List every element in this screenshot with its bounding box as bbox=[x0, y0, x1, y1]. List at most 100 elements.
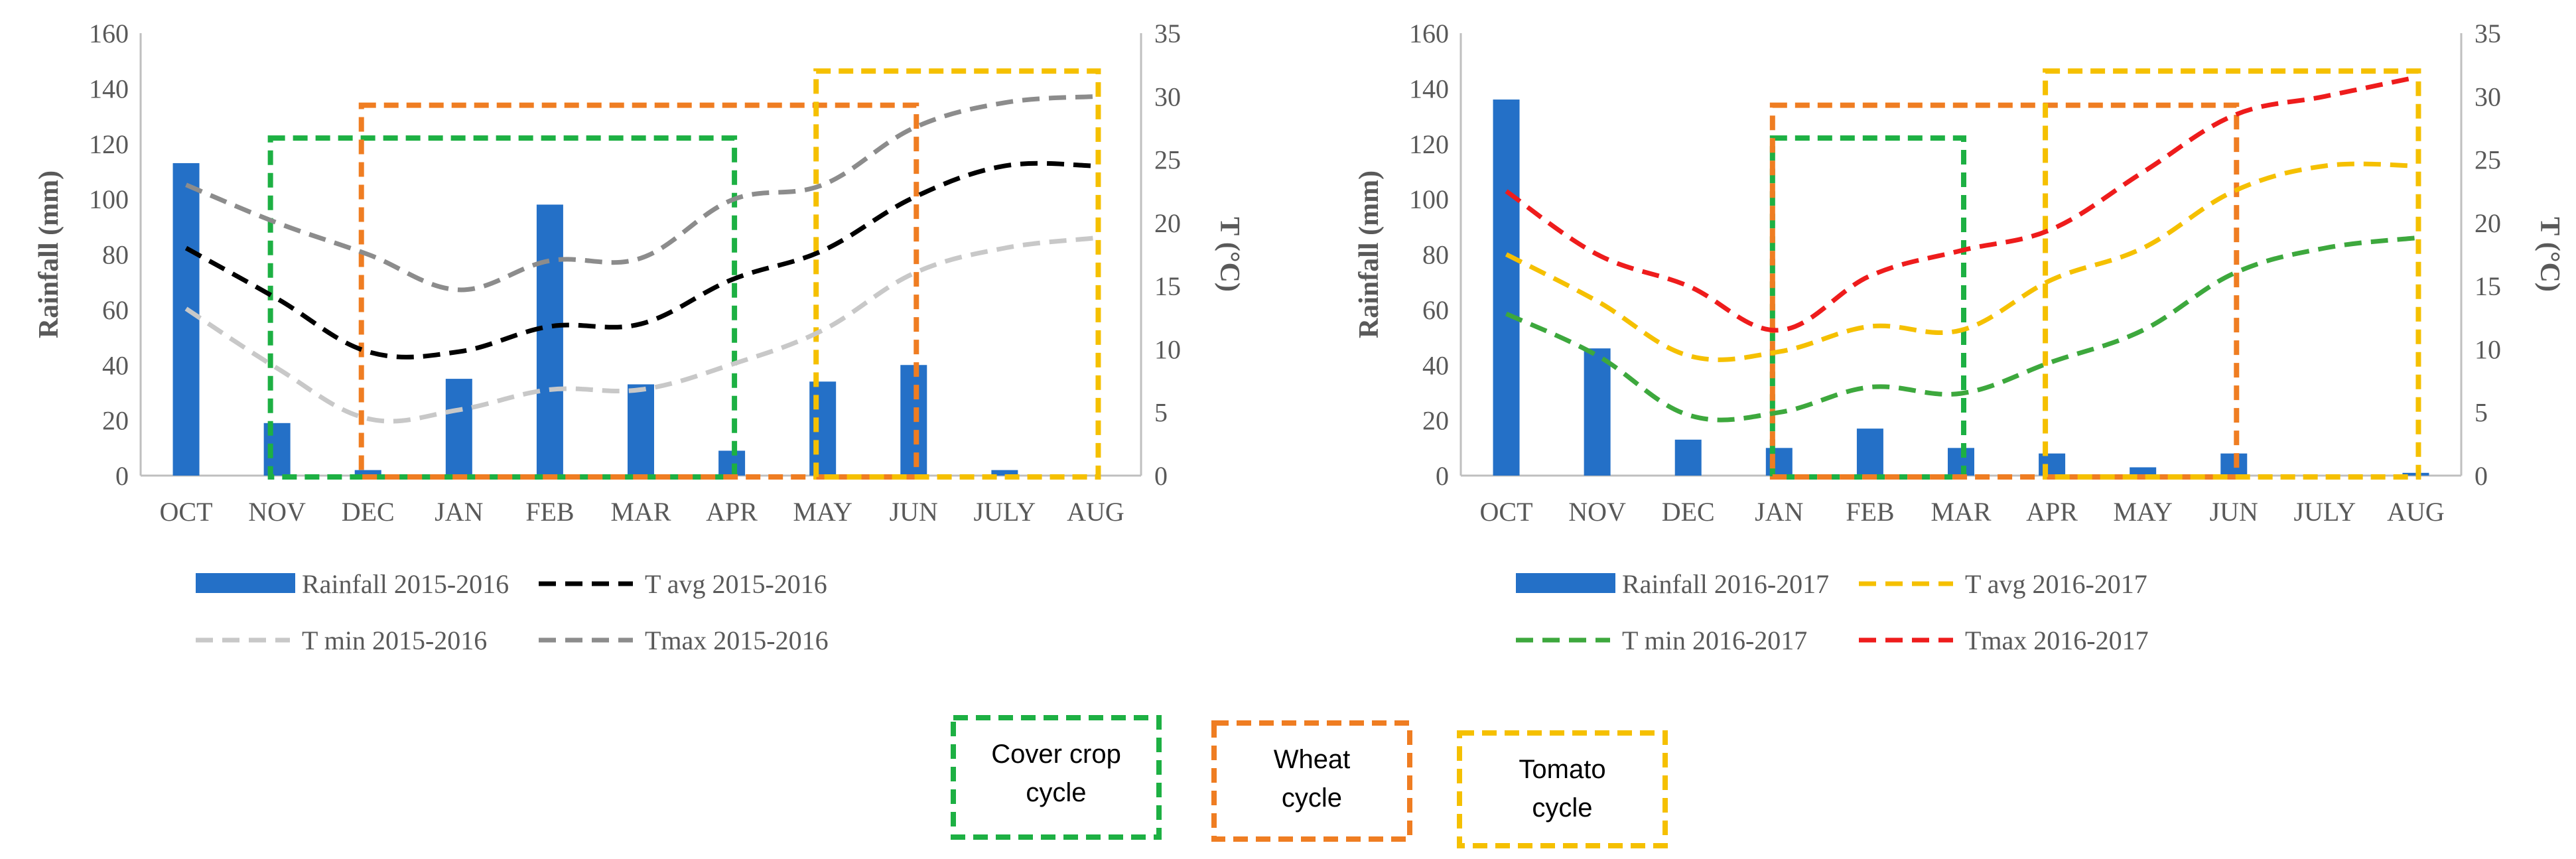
y-axis-title: Rainfall (mm) bbox=[1354, 170, 1385, 338]
y2-tick-label: 20 bbox=[2474, 208, 2501, 238]
x-tick-label: AUG bbox=[2387, 497, 2445, 527]
y-tick-label: 20 bbox=[1422, 406, 1449, 436]
x-tick-label: OCT bbox=[1480, 497, 1533, 527]
rainfall-bar bbox=[991, 470, 1018, 476]
legend-label: Tmax 2015-2016 bbox=[645, 626, 829, 655]
x-tick-label: JAN bbox=[435, 497, 483, 527]
y-tick-label: 60 bbox=[102, 295, 129, 325]
y-tick-label: 140 bbox=[89, 74, 129, 103]
cycle-legend: Cover crop cycle Wheat cycle Tomato cycle bbox=[951, 715, 1668, 848]
x-tick-label: JULY bbox=[973, 497, 1036, 527]
y-tick-label: 120 bbox=[1409, 129, 1449, 159]
cycle-box bbox=[358, 102, 919, 480]
temperature-line bbox=[184, 235, 1096, 424]
x-tick-label: JUN bbox=[890, 497, 938, 527]
cycle-legend-box bbox=[951, 715, 1162, 840]
x-tick-label: APR bbox=[2026, 497, 2078, 527]
cycle-legend-label: cycle bbox=[1026, 778, 1086, 807]
x-tick-label: NOV bbox=[1568, 497, 1626, 527]
legend-label: T min 2015-2016 bbox=[302, 626, 487, 655]
legend-label: T avg 2015-2016 bbox=[645, 569, 827, 599]
rainfall-bar bbox=[445, 379, 472, 476]
y2-tick-label: 10 bbox=[1154, 334, 1181, 364]
chart-2015-2016: 0 20 40 60 80 100 120 140 160 0 5 10 15 20 25 30 35 OCT NO… bbox=[34, 19, 1245, 655]
x-tick-label: MAR bbox=[610, 497, 671, 527]
x-tick-label: FEB bbox=[1846, 497, 1894, 527]
rainfall-bar bbox=[1674, 439, 1702, 476]
y2-tick-label: 35 bbox=[1154, 19, 1181, 48]
y-tick-label: 100 bbox=[89, 184, 129, 214]
rainfall-bar bbox=[2130, 467, 2157, 476]
cycle-box bbox=[1769, 102, 2240, 480]
y2-tick-label: 25 bbox=[2474, 145, 2501, 175]
x-tick-label: DEC bbox=[1662, 497, 1715, 527]
legend-swatch-bar bbox=[196, 573, 295, 593]
chart-2016-2017: 0 20 40 60 80 100 120 140 160 0 5 10 15 20 25 30 35 OCT NO… bbox=[1354, 19, 2565, 655]
y-tick-label: 80 bbox=[102, 240, 129, 270]
x-tick-label: APR bbox=[706, 497, 758, 527]
rainfall-bar bbox=[1856, 429, 1883, 476]
y2-tick-label: 30 bbox=[1154, 82, 1181, 111]
y2-tick-label: 15 bbox=[2474, 271, 2501, 301]
x-tick-label: JULY bbox=[2293, 497, 2356, 527]
x-tick-label: JUN bbox=[2210, 497, 2258, 527]
y-tick-label: 160 bbox=[89, 19, 129, 48]
y2-tick-label: 0 bbox=[1154, 461, 1168, 491]
y-tick-label: 20 bbox=[102, 406, 129, 436]
y-tick-label: 120 bbox=[89, 129, 129, 159]
y-tick-label: 140 bbox=[1409, 74, 1449, 103]
y2-tick-label: 0 bbox=[2474, 461, 2488, 491]
x-tick-label: MAY bbox=[2113, 497, 2173, 527]
y-tick-label: 100 bbox=[1409, 184, 1449, 214]
rainfall-bar bbox=[172, 163, 200, 476]
cycle-box bbox=[267, 135, 738, 480]
y-tick-label: 0 bbox=[115, 461, 129, 491]
legend-label: Rainfall 2015-2016 bbox=[302, 569, 509, 599]
y2-tick-label: 30 bbox=[2474, 82, 2501, 111]
y-axis-title: Rainfall (mm) bbox=[34, 170, 64, 338]
cycle-legend-label: Cover crop bbox=[991, 740, 1121, 769]
y-tick-label: 40 bbox=[1422, 350, 1449, 380]
y2-tick-label: 5 bbox=[1154, 398, 1168, 428]
y2-tick-label: 5 bbox=[2474, 398, 2488, 428]
y-tick-label: 60 bbox=[1422, 295, 1449, 325]
x-tick-label: MAR bbox=[1931, 497, 1991, 527]
x-tick-label: MAY bbox=[793, 497, 852, 527]
x-tick-label: DEC bbox=[342, 497, 395, 527]
cycle-legend-label: cycle bbox=[1282, 783, 1342, 813]
temperature-line bbox=[1505, 75, 2417, 333]
y2-tick-label: 10 bbox=[2474, 334, 2501, 364]
temperature-line bbox=[184, 161, 1096, 360]
y-tick-label: 0 bbox=[1436, 461, 1449, 491]
y2-tick-label: 20 bbox=[1154, 208, 1181, 238]
temperature-line bbox=[1505, 235, 2416, 423]
y2-axis-title: T (°C) bbox=[1214, 217, 1245, 292]
y2-tick-label: 35 bbox=[2474, 19, 2501, 48]
x-tick-label: FEB bbox=[525, 497, 574, 527]
cycle-box bbox=[1769, 135, 1966, 480]
cycle-legend-box bbox=[1457, 730, 1668, 848]
temperature-line bbox=[1505, 161, 2416, 362]
x-tick-label: AUG bbox=[1067, 497, 1124, 527]
rainfall-bar bbox=[354, 470, 381, 476]
x-tick-label: JAN bbox=[1755, 497, 1803, 527]
rainfall-bar bbox=[628, 384, 654, 476]
y2-tick-label: 15 bbox=[1154, 271, 1181, 301]
y-tick-label: 40 bbox=[102, 350, 129, 380]
cycle-legend-label: Wheat bbox=[1274, 745, 1351, 774]
x-tick-label: NOV bbox=[248, 497, 306, 527]
cycle-box bbox=[2043, 68, 2421, 480]
cycle-legend-label: Tomato bbox=[1519, 755, 1605, 784]
rainfall-bar bbox=[1584, 348, 1611, 476]
y2-tick-label: 25 bbox=[1154, 145, 1181, 175]
rainfall-bar bbox=[1493, 99, 1520, 476]
legend-label: T avg 2016-2017 bbox=[1965, 569, 2147, 599]
cycle-legend-label: cycle bbox=[1532, 793, 1592, 823]
y2-axis-title: T (°C) bbox=[2534, 217, 2565, 292]
legend-swatch-bar bbox=[1516, 573, 1615, 593]
legend-label: Tmax 2016-2017 bbox=[1965, 626, 2149, 655]
legend-label: T min 2016-2017 bbox=[1622, 626, 1807, 655]
rainfall-bar bbox=[536, 204, 563, 476]
y-tick-label: 160 bbox=[1409, 19, 1449, 48]
